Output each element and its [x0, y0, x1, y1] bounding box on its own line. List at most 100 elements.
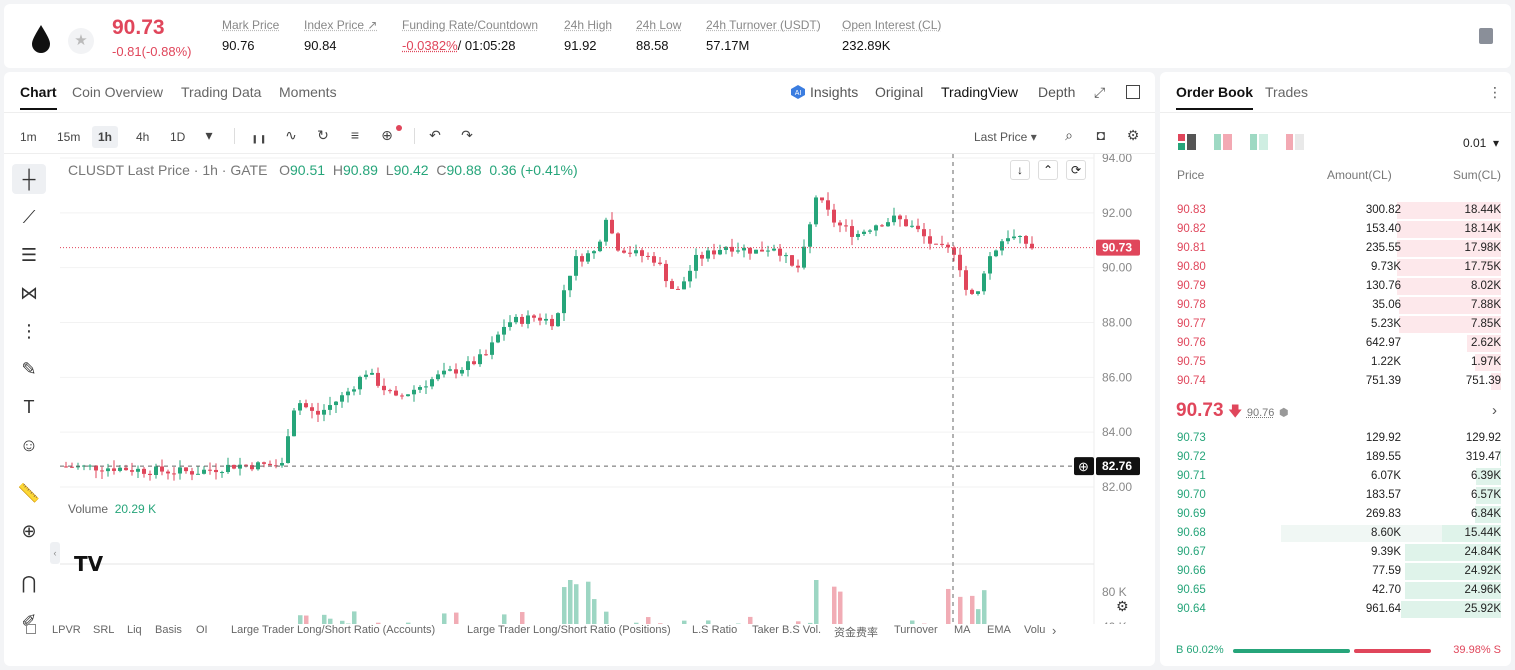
- bid-row[interactable]: 90.67 9.39K 24.84K: [1160, 543, 1511, 562]
- window-icon[interactable]: [1126, 85, 1140, 99]
- zoom-tool-icon[interactable]: ⊕: [21, 521, 37, 541]
- bid-row[interactable]: 90.71 6.07K 6.39K: [1160, 467, 1511, 486]
- camera-icon[interactable]: ◘: [1096, 127, 1106, 143]
- candle-body: [994, 250, 998, 257]
- brush-tool-icon[interactable]: ✎: [21, 359, 37, 379]
- templates-icon[interactable]: ≡: [350, 127, 360, 143]
- chevron-right-icon[interactable]: ›: [1492, 402, 1497, 419]
- ask-row[interactable]: 90.82 153.40 18.14K: [1160, 220, 1511, 239]
- pattern-tool-icon[interactable]: ⋈: [20, 283, 38, 303]
- view-tab-1[interactable]: Original: [875, 84, 924, 100]
- timeframe-0[interactable]: 1m: [20, 130, 37, 144]
- dropdown-icon[interactable]: ▾: [205, 127, 213, 143]
- trend-line-tool-icon[interactable]: ⟋: [22, 207, 36, 227]
- indicator-11[interactable]: MA: [954, 624, 971, 636]
- ask-row[interactable]: 90.80 9.73K 17.75K: [1160, 258, 1511, 277]
- fullscreen-icon[interactable]: ⤢: [1094, 84, 1106, 100]
- ask-row[interactable]: 90.75 1.22K 1.97K: [1160, 353, 1511, 372]
- orderbook-tab-0[interactable]: Order Book: [1176, 84, 1254, 110]
- indicator-layout-icon[interactable]: [26, 624, 36, 634]
- precision-select[interactable]: 0.01 ▾: [1462, 136, 1499, 150]
- candle-body: [334, 401, 338, 406]
- ask-row[interactable]: 90.76 642.97 2.62K: [1160, 334, 1511, 353]
- replay-icon[interactable]: ↻: [317, 127, 329, 143]
- indicator-0[interactable]: LPVR: [52, 624, 81, 636]
- bid-row[interactable]: 90.73 129.92 129.92: [1160, 429, 1511, 448]
- candle-body: [700, 254, 704, 259]
- indicator-5[interactable]: Large Trader Long/Short Ratio (Accounts): [231, 624, 436, 636]
- maximize-icon[interactable]: ⟳: [1066, 160, 1086, 180]
- timeframe-2[interactable]: 1h: [92, 126, 119, 148]
- ask-price: 90.77: [1177, 318, 1206, 330]
- draw-pen-icon[interactable]: ✐: [21, 611, 37, 631]
- indicators-icon[interactable]: ∿: [285, 127, 297, 143]
- layout-both-icon[interactable]: [1178, 134, 1196, 155]
- ask-row[interactable]: 90.78 35.06 7.88K: [1160, 296, 1511, 315]
- chart-tab-1[interactable]: Coin Overview: [72, 84, 164, 100]
- text-tool-icon[interactable]: T: [23, 397, 35, 417]
- layout-asks-bids-icon[interactable]: [1214, 134, 1232, 155]
- chart-settings-icon[interactable]: ⚙: [1116, 598, 1129, 614]
- horizontal-lines-tool-icon[interactable]: ☰: [20, 245, 38, 265]
- bid-row[interactable]: 90.68 8.60K 15.44K: [1160, 524, 1511, 543]
- bid-row[interactable]: 90.65 42.70 24.96K: [1160, 581, 1511, 600]
- indicator-2[interactable]: Liq: [127, 624, 142, 636]
- bid-row[interactable]: 90.69 269.83 6.84K: [1160, 505, 1511, 524]
- crosshair-tool-icon[interactable]: ┼: [12, 164, 46, 194]
- ask-row[interactable]: 90.81 235.55 17.98K: [1160, 239, 1511, 258]
- settings-gear-icon[interactable]: ⚙: [1126, 127, 1140, 143]
- view-tab-3[interactable]: Depth: [1038, 84, 1076, 100]
- indicator-10[interactable]: Turnover: [894, 624, 938, 636]
- timeframe-3[interactable]: 4h: [136, 130, 150, 144]
- indicator-6[interactable]: Large Trader Long/Short Ratio (Positions…: [467, 624, 671, 636]
- indicator-7[interactable]: L.S Ratio: [692, 624, 738, 636]
- ask-row[interactable]: 90.74 751.39 751.39: [1160, 372, 1511, 391]
- chart-tab-3[interactable]: Moments: [279, 84, 337, 100]
- scroll-down-icon[interactable]: ↓: [1010, 160, 1030, 180]
- more-menu-icon[interactable]: ⋮: [1488, 84, 1502, 100]
- candle-type-icon[interactable]: ╻╻: [250, 127, 268, 143]
- bid-row[interactable]: 90.72 189.55 319.47: [1160, 448, 1511, 467]
- crosshair-plus-icon[interactable]: [1074, 457, 1094, 476]
- undo-icon[interactable]: ↶: [429, 127, 441, 143]
- add-alert-icon[interactable]: ⊕: [381, 127, 393, 143]
- bid-row[interactable]: 90.66 77.59 24.92K: [1160, 562, 1511, 581]
- bid-row[interactable]: 90.64 961.64 25.92K: [1160, 600, 1511, 619]
- ruler-tool-icon[interactable]: 📏: [17, 483, 41, 503]
- favorite-star-icon[interactable]: ★: [68, 28, 94, 54]
- layout-bids-icon[interactable]: [1250, 134, 1268, 155]
- indicator-13[interactable]: Volu: [1024, 624, 1046, 636]
- orderbook-tab-1[interactable]: Trades: [1265, 84, 1309, 100]
- bid-row[interactable]: 90.70 183.57 6.57K: [1160, 486, 1511, 505]
- collapse-toolbar-icon[interactable]: ‹: [50, 542, 60, 564]
- collapse-icon[interactable]: ⌃: [1038, 160, 1058, 180]
- price-source-select[interactable]: Last Price ▾: [974, 130, 1037, 144]
- ask-row[interactable]: 90.79 130.76 8.02K: [1160, 277, 1511, 296]
- indicator-9[interactable]: 资金费率: [834, 627, 878, 639]
- indicator-1[interactable]: SRL: [93, 624, 115, 636]
- indicator-4[interactable]: OI: [196, 624, 208, 636]
- indicator-3[interactable]: Basis: [155, 624, 182, 636]
- ask-row[interactable]: 90.83 300.82 18.44K: [1160, 201, 1511, 220]
- candlestick-chart[interactable]: 94.00 92.00 90.00 88.00 86.00 84.00 82.00 90.73…: [60, 154, 1155, 624]
- timeframe-1[interactable]: 15m: [57, 130, 81, 144]
- chart-tab-2[interactable]: Trading Data: [181, 84, 262, 100]
- indicator-12[interactable]: EMA: [987, 624, 1011, 636]
- indicator-8[interactable]: Taker B.S Vol.: [752, 624, 822, 636]
- layout-asks-icon[interactable]: [1286, 134, 1304, 155]
- view-tab-0[interactable]: Insights: [810, 84, 859, 100]
- stat-1: Index Price ↗ 90.84: [304, 18, 377, 53]
- bookmark-icon[interactable]: [1479, 28, 1493, 44]
- indicators-more-icon[interactable]: ›: [1052, 623, 1057, 638]
- ask-row[interactable]: 90.77 5.23K 7.85K: [1160, 315, 1511, 334]
- redo-icon[interactable]: ↷: [461, 127, 473, 143]
- emoji-tool-icon[interactable]: ☺: [19, 435, 39, 455]
- fib-tool-icon[interactable]: ⋮: [20, 321, 38, 341]
- chart-tab-0[interactable]: Chart: [20, 84, 57, 110]
- ai-insights-icon[interactable]: AI: [790, 84, 806, 100]
- bid-price: 90.72: [1177, 451, 1206, 463]
- magnet-tool-icon[interactable]: ⋂: [21, 573, 37, 593]
- search-icon[interactable]: ⌕: [1065, 127, 1073, 143]
- timeframe-4[interactable]: 1D: [170, 130, 186, 144]
- view-tab-2[interactable]: TradingView: [941, 84, 1019, 100]
